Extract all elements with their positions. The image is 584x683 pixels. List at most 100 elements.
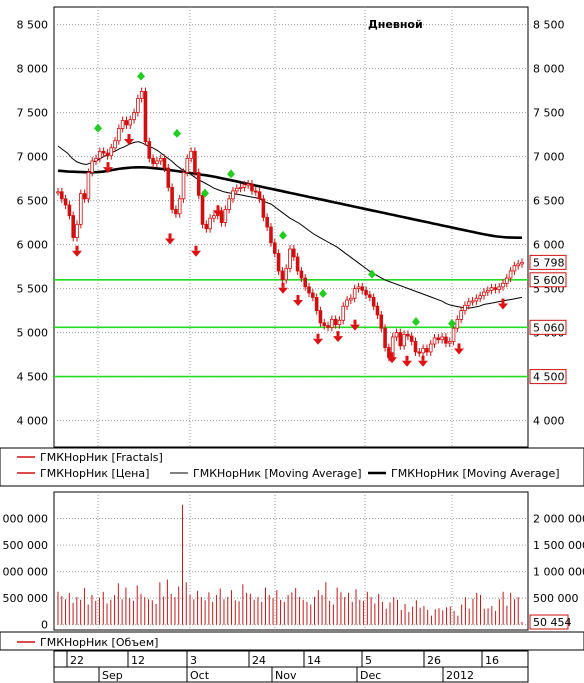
price-candle-body <box>231 190 235 200</box>
price-candle-body <box>71 215 76 238</box>
date-day-label: 14 <box>307 654 321 667</box>
volume-legend-label: ГМКНорНик [Объем] <box>40 636 158 649</box>
price-candle-body <box>349 297 353 301</box>
price-candle-body <box>360 286 365 291</box>
price-candle-body <box>421 348 425 354</box>
price-value-tag-box <box>529 319 567 335</box>
price-candle-body <box>288 248 292 269</box>
price-candle-body <box>90 160 95 173</box>
price-candle-body <box>364 289 368 296</box>
fractal-down-stem <box>281 282 285 288</box>
price-candle-body <box>318 310 323 324</box>
price-candle-body <box>174 208 178 215</box>
fractal-down-marker <box>350 324 360 331</box>
date-day-label: 3 <box>190 654 197 667</box>
price-candle-body <box>113 140 117 149</box>
fractal-down-marker <box>191 250 201 257</box>
volume-tick-label-left: 1 000 000 <box>0 566 48 579</box>
legend-label: ГМКНорНик [Fractals] <box>40 451 163 464</box>
support-resistance-levels <box>54 278 528 378</box>
price-candle-body <box>493 287 498 290</box>
fractal-down-stem <box>421 355 425 361</box>
volume-panel <box>53 491 529 631</box>
moving-averages <box>57 141 523 309</box>
price-candle-body <box>284 267 288 281</box>
date-day-label: 22 <box>70 654 84 667</box>
price-candle-body <box>368 294 372 298</box>
date-day-label: 5 <box>365 654 372 667</box>
price-candle-body <box>295 256 300 272</box>
price-tick-label-left: 6 000 <box>17 239 49 252</box>
price-candle-body <box>326 325 330 328</box>
legend-frame <box>0 447 584 487</box>
price-candle-body <box>387 347 391 358</box>
moving-average-long <box>57 166 522 239</box>
price-panel <box>53 6 529 448</box>
fractal-down-stem <box>405 355 409 361</box>
price-candle-body <box>151 157 155 165</box>
price-candle-body <box>383 327 387 348</box>
price-candle-body <box>86 172 91 200</box>
price-candle-body <box>504 277 509 284</box>
fractal-down-marker <box>418 360 428 367</box>
legend-label: ГМКНорНик [Moving Average] <box>391 467 560 480</box>
price-tick-label-right: 6 500 <box>533 195 565 208</box>
price-candle-body <box>242 184 247 188</box>
fractal-down-marker <box>293 300 303 307</box>
price-candle-body <box>185 157 190 173</box>
price-candle-body <box>333 318 338 326</box>
volume-tick-label-left: 1 500 000 <box>0 539 48 552</box>
volume-value-tag-label: 50 454 <box>533 616 572 629</box>
price-candle-body <box>136 98 140 113</box>
price-candle-body <box>265 216 269 228</box>
price-candle-body <box>79 193 83 225</box>
fractal-down-stem <box>390 352 394 358</box>
price-candle-body <box>158 157 163 162</box>
date-month-label: Nov <box>275 669 297 682</box>
fractal-down-stem <box>457 343 461 349</box>
price-candle-body <box>516 263 520 267</box>
fractal-up-marker <box>227 169 235 179</box>
volume-value-tag-box <box>529 614 569 630</box>
price-candle-body <box>253 190 258 193</box>
price-candle-body <box>470 300 475 303</box>
price-candle-body <box>508 270 513 279</box>
price-candle-body <box>177 198 182 215</box>
price-candle-body <box>143 91 148 143</box>
price-candle-body <box>474 297 479 302</box>
fractal-down-stem <box>336 331 340 337</box>
price-candle-body <box>512 265 517 272</box>
price-candle-body <box>444 336 448 344</box>
legend-label: ГМКНорНик [Цена] <box>40 467 149 480</box>
fractal-down-marker <box>454 348 464 355</box>
volume-tick-label-right: 500 000 <box>533 592 579 605</box>
date-day-label: 26 <box>427 654 441 667</box>
fractal-up-marker <box>173 128 181 138</box>
price-candle-body <box>299 270 304 279</box>
price-tick-label-left: 4 000 <box>17 415 49 428</box>
price-tick-label-left: 4 500 <box>17 371 49 384</box>
price-candle-body <box>227 198 231 210</box>
price-candle-body <box>463 304 467 312</box>
fractal-down-marker <box>103 167 113 174</box>
fractal-down-marker <box>72 250 82 257</box>
price-value-tag-label: 4 500 <box>533 371 565 384</box>
price-candle-body <box>166 167 171 188</box>
date-month-label: Dec <box>360 669 381 682</box>
price-candle-body <box>200 194 205 225</box>
price-tick-label-left: 6 500 <box>17 195 49 208</box>
price-candle-body <box>105 152 110 157</box>
price-tick-label-right: 7 000 <box>533 151 565 164</box>
price-candle-body <box>425 348 429 353</box>
price-tick-label-right: 6 000 <box>533 239 565 252</box>
price-candle-body <box>94 157 98 162</box>
price-candle-body <box>189 150 193 159</box>
legend-main: ГМКНорНик [Fractals] ГМКНорНик [Цена] ГМКН… <box>17 451 560 480</box>
price-candle-body <box>261 198 266 218</box>
fractal-down-stem <box>296 295 300 301</box>
price-candle-body <box>75 223 79 238</box>
volume-legend-frame <box>0 631 584 651</box>
price-value-tag-box <box>529 272 567 288</box>
price-candle-body <box>208 217 212 230</box>
